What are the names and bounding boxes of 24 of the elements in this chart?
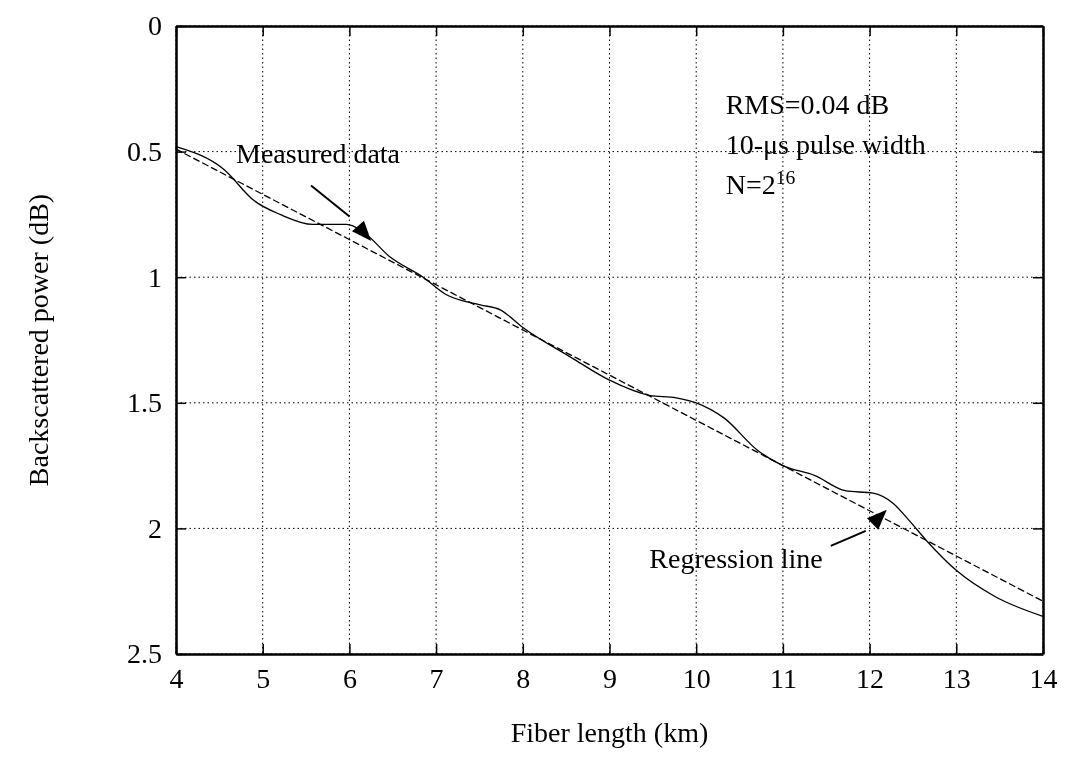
y-axis-title: Backscattered power (dB): [23, 193, 54, 487]
x-tick-label: 6: [342, 662, 357, 694]
x-tick-label: 7: [429, 662, 444, 694]
y-tick-label: 0.5: [127, 136, 162, 168]
annotation: RMS=0.04 dB: [725, 89, 890, 120]
x-tick-label: 9: [603, 662, 617, 694]
y-tick-label: 0: [148, 10, 162, 42]
x-tick-label: 12: [856, 662, 885, 694]
x-tick-label: 5: [256, 662, 271, 694]
x-tick-label: 11: [769, 662, 797, 694]
annotation: 10-μs pulse width: [725, 129, 926, 160]
annotation: Measured data: [236, 138, 401, 170]
x-tick-label: 13: [942, 662, 971, 694]
y-tick-label: 1: [148, 261, 162, 293]
y-tick-label: 2: [148, 512, 162, 544]
x-tick-label: 10: [682, 662, 711, 694]
x-tick-label: 4: [169, 662, 184, 694]
x-tick-label: 8: [516, 662, 531, 694]
annotation: Regression line: [649, 542, 823, 574]
y-tick-label: 1.5: [127, 387, 162, 419]
x-tick-label: 14: [1029, 662, 1058, 694]
annotation: N=2$^{16}$: [725, 166, 796, 200]
x-axis-title: Fiber length (km): [510, 717, 709, 748]
y-tick-label: 2.5: [127, 638, 162, 670]
